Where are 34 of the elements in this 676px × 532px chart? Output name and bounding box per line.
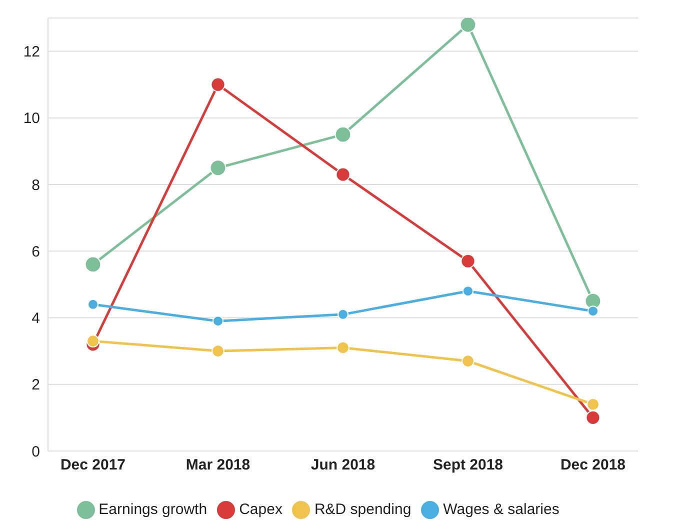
point bbox=[334, 126, 352, 143]
point bbox=[460, 18, 476, 33]
y-tick-label: 12 bbox=[23, 44, 40, 61]
point bbox=[586, 398, 600, 411]
point bbox=[338, 308, 348, 320]
legend-label: R&D spending bbox=[314, 500, 412, 518]
y-tick-label: 0 bbox=[32, 443, 40, 460]
point bbox=[210, 160, 226, 176]
point bbox=[210, 77, 226, 92]
point bbox=[586, 410, 600, 425]
legend-label: Earnings growth bbox=[98, 500, 208, 518]
y-tick-label: 6 bbox=[32, 243, 40, 260]
legend-label: Capex bbox=[239, 500, 282, 518]
y-tick-label: 8 bbox=[32, 176, 40, 194]
point bbox=[462, 354, 474, 368]
x-tick-label: Dec 2018 bbox=[560, 456, 626, 474]
point bbox=[86, 334, 100, 348]
point bbox=[88, 298, 98, 310]
point bbox=[84, 256, 102, 273]
x-tick-label: Jun 2018 bbox=[310, 456, 376, 474]
point bbox=[460, 254, 476, 268]
point bbox=[212, 316, 224, 327]
point bbox=[336, 341, 350, 354]
point bbox=[336, 167, 350, 182]
point bbox=[462, 286, 474, 297]
y-tick-label: 4 bbox=[32, 310, 40, 328]
point bbox=[212, 344, 224, 358]
legend-label: Wages & salaries bbox=[443, 500, 560, 518]
y-tick-label: 2 bbox=[32, 376, 40, 394]
point bbox=[588, 306, 598, 317]
y-tick-label: 10 bbox=[23, 110, 40, 128]
x-tick-label: Dec 2017 bbox=[60, 456, 126, 474]
x-tick-label: Mar 2018 bbox=[186, 456, 250, 474]
x-tick-label: Sept 2018 bbox=[432, 456, 504, 474]
